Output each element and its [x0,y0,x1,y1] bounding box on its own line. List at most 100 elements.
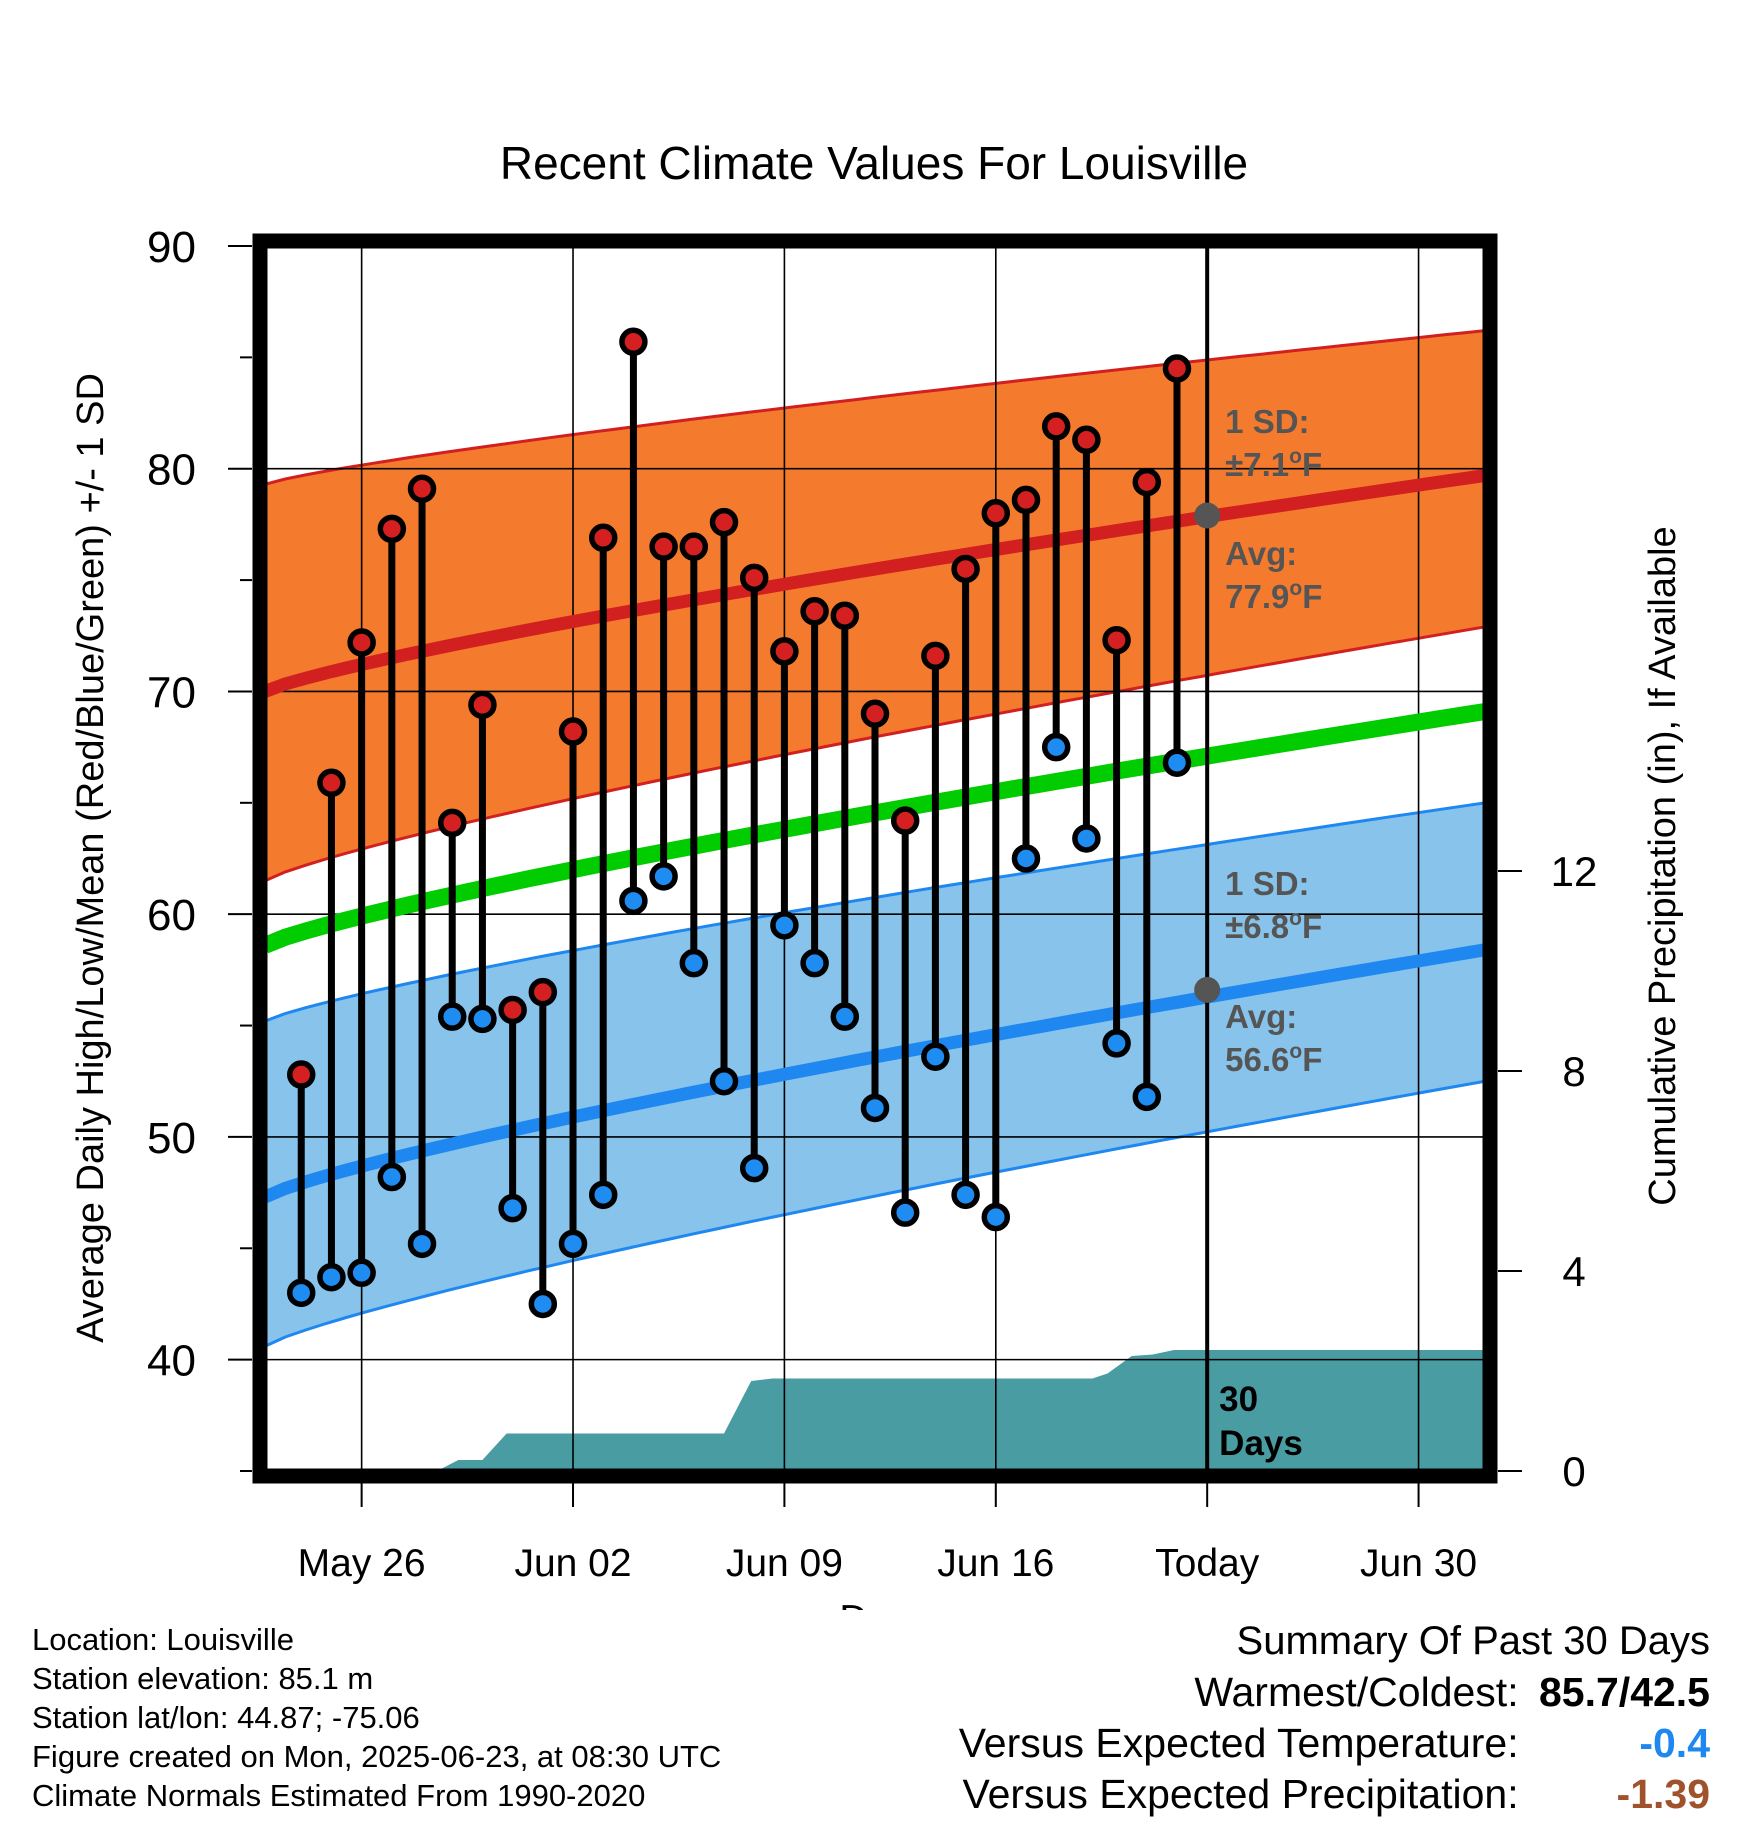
daily-high-point [1011,485,1041,515]
daily-low-point [317,1262,346,1292]
daily-low-point [619,886,648,916]
high-sd-label: 1 SD: [1225,403,1309,440]
daily-high-point [286,1060,316,1089]
daily-high-point [407,474,437,504]
daily-low-point [921,1042,950,1071]
x-tick-label: Jun 02 [514,1542,631,1585]
x-tick-label: Jun 16 [937,1542,1054,1585]
daily-low-point [860,1093,890,1123]
low-sd-value: ±6.8oF [1225,907,1322,945]
daily-high-point [800,597,829,626]
daily-high-point [498,995,527,1025]
summary-title: Summary Of Past 30 Days [1236,1619,1710,1663]
daily-low-point [558,1229,588,1259]
daily-low-point [830,1002,860,1031]
daily-low-point [528,1289,558,1319]
daily-low-point [890,1198,920,1227]
daily-high-point [770,637,799,666]
days-label-text: Days [1219,1424,1303,1463]
daily-high-point [558,717,588,746]
low-sd-label: 1 SD: [1225,865,1309,902]
daily-high-point [1102,625,1131,655]
daily-high-point [317,768,346,798]
daily-high-point [1162,354,1192,383]
daily-high-point [1072,425,1101,455]
daily-high-point [951,554,980,584]
daily-low-point [679,948,709,978]
daily-low-point [739,1153,769,1183]
summary-temp: Versus Expected Temperature: -0.4 [959,1718,1710,1769]
high-sd-value: ±7.1oF [1225,445,1322,483]
temp-label: Versus Expected Temperature: [958,1720,1519,1766]
daily-high-point [468,690,497,720]
x-axis-label: Day [839,1598,909,1610]
daily-low-point [770,911,799,940]
summary-panel: Summary Of Past 30 Days Warmest/Coldest:… [959,1616,1710,1820]
daily-low-point [1162,748,1192,777]
x-tick-label: Today [1155,1542,1260,1585]
daily-high-point [890,806,920,835]
y-axis-label-left: Average Daily High/Low/Mean (Red/Blue/Gr… [70,373,112,1343]
daily-low-point [286,1278,316,1308]
daily-low-point [800,948,829,978]
x-tick-label: Jun 09 [726,1542,843,1585]
daily-low-point [377,1162,407,1192]
daily-low-point [437,1002,467,1031]
warm-cold-value: 85.7/42.5 [1539,1669,1710,1715]
daily-high-point [709,507,739,537]
daily-low-point [1072,824,1101,853]
days-label-number: 30 [1219,1380,1258,1419]
daily-high-point [347,628,376,657]
daily-low-point [347,1258,376,1288]
daily-high-point [679,532,709,561]
daily-low-point [407,1229,437,1259]
y-tick-label-right: 8 [1562,1048,1585,1095]
daily-low-point [1011,844,1041,873]
daily-high-point [588,523,618,553]
chart-title: Recent Climate Values For Louisville [500,137,1248,189]
daily-high-point [528,977,558,1007]
high-avg-value: 77.9oF [1225,577,1322,615]
high-normal-line [265,468,1485,698]
y-tick-label-left: 70 [147,668,196,717]
station-info: Location: Louisville Station elevation: … [32,1620,721,1815]
daily-low-point [588,1180,618,1210]
daily-high-point [830,601,860,630]
y-tick-label-right: 4 [1562,1248,1585,1295]
low-avg-marker [1194,976,1221,1003]
high-avg-marker [1194,502,1221,529]
precip-area [265,1350,1485,1471]
precip-label: Versus Expected Precipitation: [962,1771,1519,1817]
normals-text: Climate Normals Estimated From 1990-2020 [32,1778,646,1813]
daily-high-point [739,563,769,593]
precip-value: -1.39 [1616,1771,1710,1817]
low-sd-band-lower-edge [265,1079,1485,1348]
daily-low-point [981,1202,1011,1232]
latlon-text: Station lat/lon: 44.87; -75.06 [32,1700,420,1735]
low-avg-label: Avg: [1225,998,1297,1035]
daily-low-point [1102,1029,1131,1058]
y-tick-label-right: 0 [1562,1448,1585,1495]
y-tick-label-left: 40 [147,1337,196,1386]
daily-high-point [1132,467,1162,497]
y-tick-label-left: 90 [147,223,196,272]
temp-value: -0.4 [1639,1720,1710,1766]
y-axis-label-right: Cumulative Precipitation (in), If Availa… [1642,526,1684,1205]
daily-high-point [981,499,1011,528]
daily-low-point [468,1004,497,1034]
daily-low-point [649,862,678,891]
daily-low-point [1041,732,1071,762]
summary-warm-cold: Warmest/Coldest: 85.7/42.5 [959,1667,1710,1718]
y-tick-label-right: 12 [1551,848,1598,895]
warm-cold-label: Warmest/Coldest: [1194,1669,1519,1715]
daily-low-point [709,1066,739,1096]
daily-low-point [1132,1082,1162,1112]
y-tick-label-left: 80 [147,446,196,495]
elevation-text: Station elevation: 85.1 m [32,1661,374,1696]
daily-low-point [951,1180,980,1210]
low-avg-value: 56.6oF [1225,1040,1322,1078]
high-sd-band-upper-edge [265,329,1485,486]
summary-precip: Versus Expected Precipitation: -1.39 [959,1769,1711,1820]
daily-high-point [860,699,890,728]
y-tick-label-left: 60 [147,891,196,940]
